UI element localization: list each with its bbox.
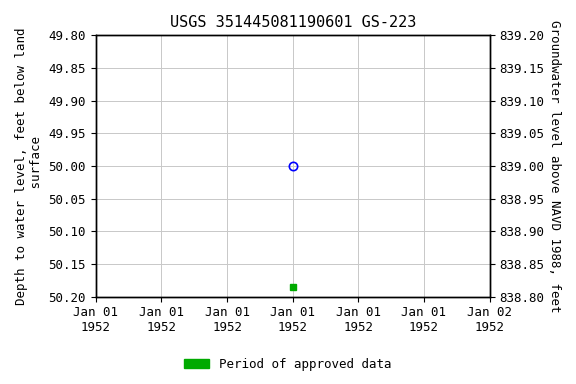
Y-axis label: Groundwater level above NAVD 1988, feet: Groundwater level above NAVD 1988, feet xyxy=(548,20,561,312)
Y-axis label: Depth to water level, feet below land
 surface: Depth to water level, feet below land su… xyxy=(15,27,43,305)
Title: USGS 351445081190601 GS-223: USGS 351445081190601 GS-223 xyxy=(169,15,416,30)
Legend: Period of approved data: Period of approved data xyxy=(179,353,397,376)
